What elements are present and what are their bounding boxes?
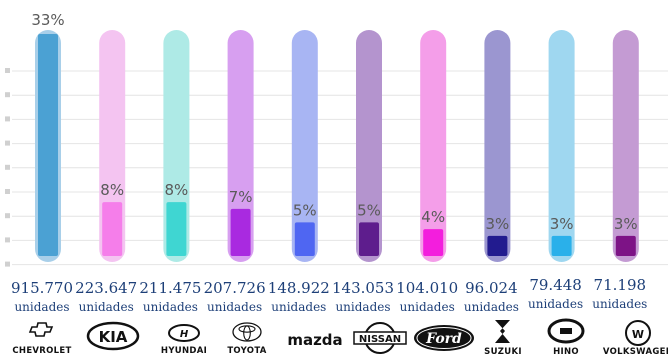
- bars-layer: 33% 915.770 unidades 8% 223.647 unidades 8% 211…: [11, 11, 647, 314]
- hyundai-logo: H HYUNDAI: [161, 324, 207, 356]
- percent-label: 8%: [100, 181, 124, 199]
- units-value: 104.010: [396, 279, 458, 297]
- percent-label: 5%: [293, 201, 317, 219]
- units-value: 79.448: [529, 276, 582, 294]
- toyota-logo: TOYOTA: [227, 322, 266, 356]
- units-label: unidades: [528, 297, 583, 311]
- percent-label: 8%: [165, 181, 189, 199]
- bar-fill: [359, 222, 379, 256]
- axis-tick-mark: [5, 116, 10, 122]
- axis-tick-mark: [5, 237, 10, 243]
- chevrolet-logo: CHEVROLET: [12, 322, 71, 356]
- bar-fill: [615, 235, 636, 256]
- nissan-logo: NISSAN: [353, 322, 407, 354]
- units-label: unidades: [143, 300, 198, 314]
- brand-label-suzuki: SUZUKI: [484, 347, 522, 356]
- brand-label-ford: Ford: [425, 331, 462, 347]
- units-value: 96.024: [465, 279, 518, 297]
- bar-fill: [102, 202, 123, 256]
- brand-label-mazda: mazda: [287, 331, 342, 349]
- axis-tick-mark: [5, 68, 10, 73]
- units-label: unidades: [14, 300, 69, 314]
- units-value: 211.475: [139, 279, 201, 297]
- bar-group-9: 3% 71.198 unidades: [592, 30, 647, 311]
- kia-logo: KIA: [86, 321, 140, 351]
- brand-label-chevrolet: CHEVROLET: [12, 346, 71, 356]
- units-label: unidades: [79, 300, 134, 314]
- bar-tube: [484, 30, 511, 262]
- percent-label: 33%: [31, 11, 64, 29]
- axis-tick-mark: [5, 189, 10, 194]
- percent-label: 3%: [614, 215, 638, 233]
- percent-label: 3%: [550, 215, 574, 233]
- bar-group-5: 5% 143.053 unidades: [332, 30, 394, 314]
- bar-group-4: 5% 148.922 unidades: [268, 30, 330, 314]
- hino-logo: HINO: [547, 318, 585, 356]
- units-value: 207.726: [204, 279, 266, 297]
- bar-tube: [356, 30, 382, 262]
- bar-tube: [291, 30, 318, 262]
- mazda-logo: mazda: [287, 331, 342, 349]
- bar-group-1: 8% 223.647 unidades: [75, 30, 137, 314]
- units-value: 223.647: [75, 279, 137, 297]
- bar-group-0: 33% 915.770 unidades: [11, 11, 73, 314]
- axis-tick-mark: [5, 92, 10, 98]
- units-value: 915.770: [11, 279, 73, 297]
- units-label: unidades: [400, 300, 455, 314]
- bar-fill: [487, 235, 508, 256]
- brand-label-toyota: TOYOTA: [227, 346, 266, 356]
- brand-logos: CHEVROLET KIA H HYUNDAI TOYOTA mazda NIS: [12, 318, 668, 356]
- units-value: 148.922: [268, 279, 330, 297]
- bar-group-8: 3% 79.448 unidades: [528, 30, 583, 311]
- units-label: unidades: [271, 300, 326, 314]
- axis-tick-mark: [5, 164, 10, 170]
- ford-logo: Ford: [414, 325, 474, 351]
- bar-group-3: 7% 207.726 unidades: [204, 30, 266, 314]
- bar-fill: [423, 229, 444, 256]
- bar-tube: [612, 30, 639, 262]
- bar-group-6: 4% 104.010 unidades: [396, 30, 458, 314]
- svg-text:H: H: [180, 329, 189, 340]
- percent-label: 4%: [421, 208, 445, 226]
- bar-tube: [548, 30, 575, 262]
- axis-tick-mark: [5, 140, 10, 146]
- units-value: 143.053: [332, 279, 394, 297]
- bar-fill: [38, 34, 58, 256]
- brand-label-volkswagen: VOLKSWAGEN: [603, 347, 668, 356]
- svg-text:KIA: KIA: [99, 328, 128, 346]
- units-value: 71.198: [594, 276, 647, 294]
- units-label: unidades: [207, 300, 262, 314]
- brand-label-hino: HINO: [553, 347, 579, 356]
- units-label: unidades: [592, 297, 647, 311]
- brand-label-nissan: NISSAN: [359, 334, 401, 345]
- percent-label: 5%: [357, 201, 381, 219]
- bar-fill: [166, 202, 187, 256]
- bar-tube: [227, 30, 254, 262]
- bar-group-7: 3% 96.024 unidades: [464, 30, 519, 314]
- units-label: unidades: [464, 300, 519, 314]
- units-label: unidades: [335, 300, 390, 314]
- percent-label: 7%: [229, 188, 253, 206]
- bar-fill: [294, 222, 315, 256]
- svg-text:W: W: [632, 328, 644, 341]
- axis-tick-mark: [5, 213, 10, 219]
- axis-tick-mark: [5, 261, 10, 267]
- brand-label-hyundai: HYUNDAI: [161, 346, 207, 356]
- percent-label: 3%: [486, 215, 510, 233]
- suzuki-logo: SUZUKI: [484, 320, 522, 356]
- bar-group-2: 8% 211.475 unidades: [139, 30, 201, 314]
- bar-fill: [230, 208, 251, 256]
- bar-tube: [420, 30, 447, 262]
- bar-fill: [551, 235, 572, 256]
- volkswagen-logo: W VOLKSWAGEN: [603, 320, 668, 356]
